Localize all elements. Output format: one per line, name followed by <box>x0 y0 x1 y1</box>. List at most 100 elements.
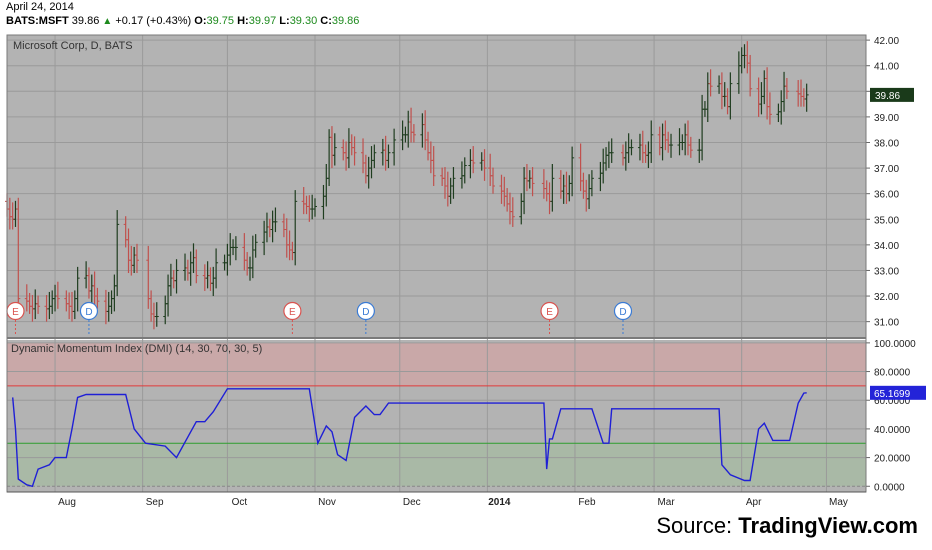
dmi-tick-label: 80.0000 <box>874 368 911 379</box>
ohlc-bar <box>688 136 693 158</box>
x-tick-label: 2014 <box>488 497 511 508</box>
ohlc-bar <box>491 167 496 194</box>
x-tick-label: Dec <box>403 497 421 508</box>
ohlc-bar <box>482 149 487 181</box>
x-tick-label: Sep <box>146 497 164 508</box>
ohlc-bar <box>784 77 789 99</box>
price-chart-title: Microsoft Corp, D, BATS <box>13 40 133 52</box>
ohlc-bar <box>332 133 337 166</box>
x-tick-label: Feb <box>578 497 596 508</box>
x-tick-label: Mar <box>657 497 675 508</box>
ohlc-bar <box>392 128 397 166</box>
dmi-tick-label: 100.0000 <box>874 339 916 350</box>
earnings-marker-label: E <box>546 307 553 318</box>
last-price: 39.86 <box>71 15 100 27</box>
ohlc-bar <box>273 207 278 233</box>
earnings-marker-icon <box>283 301 302 321</box>
x-tick-label: May <box>829 497 848 508</box>
low-value: 39.30 <box>289 15 318 27</box>
ohlc-bar <box>372 144 377 169</box>
ohlc-bar <box>16 197 21 312</box>
x-tick-label: Oct <box>232 497 248 508</box>
dmi-tick-label: 0.0000 <box>874 482 905 493</box>
ohlc-bar <box>115 210 120 297</box>
price-tick-label: 31.00 <box>874 318 899 329</box>
last-price-tag-label: 39.86 <box>875 91 900 102</box>
price-tick-label: 32.00 <box>874 292 899 303</box>
ohlc-bar <box>629 139 634 156</box>
dividend-marker-label: D <box>362 307 369 318</box>
dmi-tick-label: 20.0000 <box>874 454 911 465</box>
low-label: L: <box>279 15 290 27</box>
ohlc-bar <box>530 167 535 197</box>
price-tick-label: 36.00 <box>874 190 899 201</box>
ohlc-bar <box>233 236 238 261</box>
ohlc-bar <box>411 124 416 143</box>
dividend-marker-icon <box>79 301 99 321</box>
up-arrow-icon: ▲ <box>102 16 113 27</box>
ohlc-bar <box>589 170 594 197</box>
dividend-marker-label: D <box>619 307 626 318</box>
dmi-value-tag <box>870 385 926 400</box>
price-tick-label: 42.00 <box>874 36 899 47</box>
ohlc-bar <box>431 146 436 186</box>
ohlc-bar <box>36 295 41 314</box>
price-tick-label: 39.00 <box>874 113 899 124</box>
chart-date: April 24, 2014 <box>6 1 74 13</box>
ohlc-bar <box>293 190 298 266</box>
earnings-marker-icon <box>540 301 559 321</box>
ohlc-bar <box>510 197 515 227</box>
close-label: C: <box>320 15 332 27</box>
dmi-chart-title: Dynamic Momentum Index (DMI) (14, 30, 70… <box>11 343 262 355</box>
dmi-value-tag-label: 65.1699 <box>874 389 911 400</box>
dmi-tick-label: 40.0000 <box>874 425 911 436</box>
ohlc-bar <box>154 302 159 327</box>
oversold-zone <box>7 443 866 487</box>
price-tick-label: 41.00 <box>874 62 899 73</box>
high-value: 39.97 <box>248 15 277 27</box>
ohlc-bar <box>767 92 772 125</box>
ohlc-bar <box>708 69 713 97</box>
ohlc-bar <box>804 83 809 112</box>
x-tick-label: Aug <box>58 497 76 508</box>
ohlc-bar <box>462 157 467 184</box>
quote-line: BATS:MSFT 39.86 ▲ +0.17 (+0.43%) O:39.75… <box>6 15 359 27</box>
source-brand: TradingView.com <box>738 513 918 538</box>
ohlc-bar <box>214 248 219 289</box>
overbought-zone <box>7 342 866 386</box>
ohlc-bar <box>728 72 733 120</box>
source-credit: Source: TradingView.com <box>656 513 918 538</box>
dividend-marker-label: D <box>85 307 92 318</box>
x-tick-label: Apr <box>746 497 762 508</box>
dividend-marker-icon <box>356 301 375 321</box>
open-value: 39.75 <box>206 15 235 27</box>
ohlc-bar <box>55 281 60 309</box>
ohlc-bar <box>386 144 391 169</box>
ohlc-bar <box>95 287 100 309</box>
ohlc-bar <box>669 133 674 158</box>
ohlc-bar <box>649 120 654 163</box>
ohlc-bar <box>352 136 357 166</box>
ohlc-bar <box>609 138 614 163</box>
dmi-series-line <box>12 388 807 488</box>
price-tick-label: 37.00 <box>874 164 899 175</box>
symbol-label: BATS:MSFT <box>6 15 69 27</box>
high-label: H: <box>237 15 249 27</box>
price-tick-label: 38.00 <box>874 138 899 149</box>
ohlc-bar <box>451 167 456 199</box>
price-pane <box>7 35 866 337</box>
close-value: 39.86 <box>331 15 360 27</box>
x-tick-label: Nov <box>318 497 336 508</box>
ohlc-bar <box>748 54 753 97</box>
ohlc-bar <box>471 146 476 174</box>
ohlc-bar <box>194 249 199 284</box>
price-tick-label: 34.00 <box>874 241 899 252</box>
open-label: O: <box>194 15 207 27</box>
dividend-marker-icon <box>613 301 633 321</box>
price-tick-label: 35.00 <box>874 215 899 226</box>
ohlc-bar <box>75 266 80 312</box>
ohlc-bar <box>570 146 575 197</box>
ohlc-bar <box>312 198 317 217</box>
ohlc-bar <box>174 259 179 294</box>
